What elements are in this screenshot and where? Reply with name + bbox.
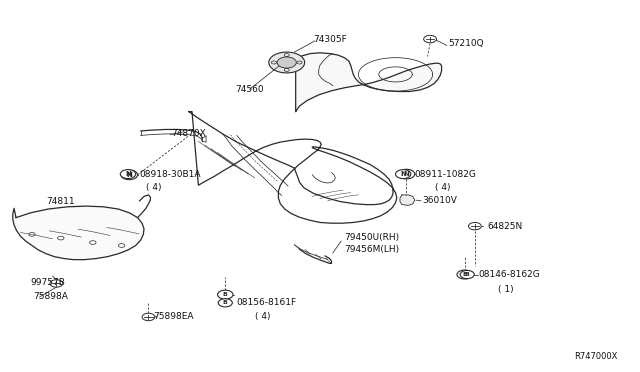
Circle shape: [50, 280, 63, 287]
Text: ( 4): ( 4): [146, 183, 161, 192]
Circle shape: [457, 270, 472, 279]
Circle shape: [218, 299, 232, 307]
Text: B: B: [462, 272, 467, 277]
Circle shape: [142, 313, 155, 321]
Text: 08146-8162G: 08146-8162G: [479, 270, 540, 279]
Text: R747000X: R747000X: [574, 352, 618, 361]
Circle shape: [424, 35, 436, 43]
Text: N: N: [400, 171, 406, 177]
Text: N: N: [125, 171, 131, 177]
Text: 74870X: 74870X: [172, 129, 206, 138]
Circle shape: [120, 170, 136, 179]
Text: 74560: 74560: [236, 85, 264, 94]
Circle shape: [396, 170, 411, 179]
Circle shape: [218, 290, 233, 299]
Text: 75898A: 75898A: [33, 292, 68, 301]
Text: B: B: [223, 292, 228, 297]
Polygon shape: [13, 206, 144, 260]
Circle shape: [398, 169, 415, 179]
Circle shape: [460, 270, 474, 279]
Text: 74811: 74811: [46, 197, 75, 206]
Text: ( 4): ( 4): [435, 183, 451, 192]
Polygon shape: [296, 53, 442, 112]
Text: 79450U(RH): 79450U(RH): [344, 233, 399, 242]
Circle shape: [269, 52, 305, 73]
Text: 74305F: 74305F: [314, 35, 348, 44]
Text: 64825N: 64825N: [488, 222, 523, 231]
Text: 57210Q: 57210Q: [448, 39, 484, 48]
Circle shape: [277, 57, 296, 68]
Text: 79456M(LH): 79456M(LH): [344, 246, 399, 254]
Circle shape: [468, 222, 481, 230]
Text: 08911-1082G: 08911-1082G: [415, 170, 477, 179]
Text: 08918-30B1A: 08918-30B1A: [140, 170, 201, 179]
Text: N: N: [126, 172, 132, 178]
Circle shape: [121, 170, 138, 180]
Text: 08156-8161F: 08156-8161F: [237, 298, 297, 307]
Text: N: N: [403, 171, 410, 177]
Text: B: B: [223, 300, 228, 305]
Polygon shape: [400, 195, 415, 205]
Text: ( 1): ( 1): [498, 285, 513, 294]
Text: ( 4): ( 4): [255, 312, 270, 321]
Text: 36010V: 36010V: [422, 196, 457, 205]
Text: B: B: [465, 272, 470, 277]
Text: 99757B: 99757B: [31, 278, 65, 287]
Text: 75898EA: 75898EA: [154, 312, 194, 321]
